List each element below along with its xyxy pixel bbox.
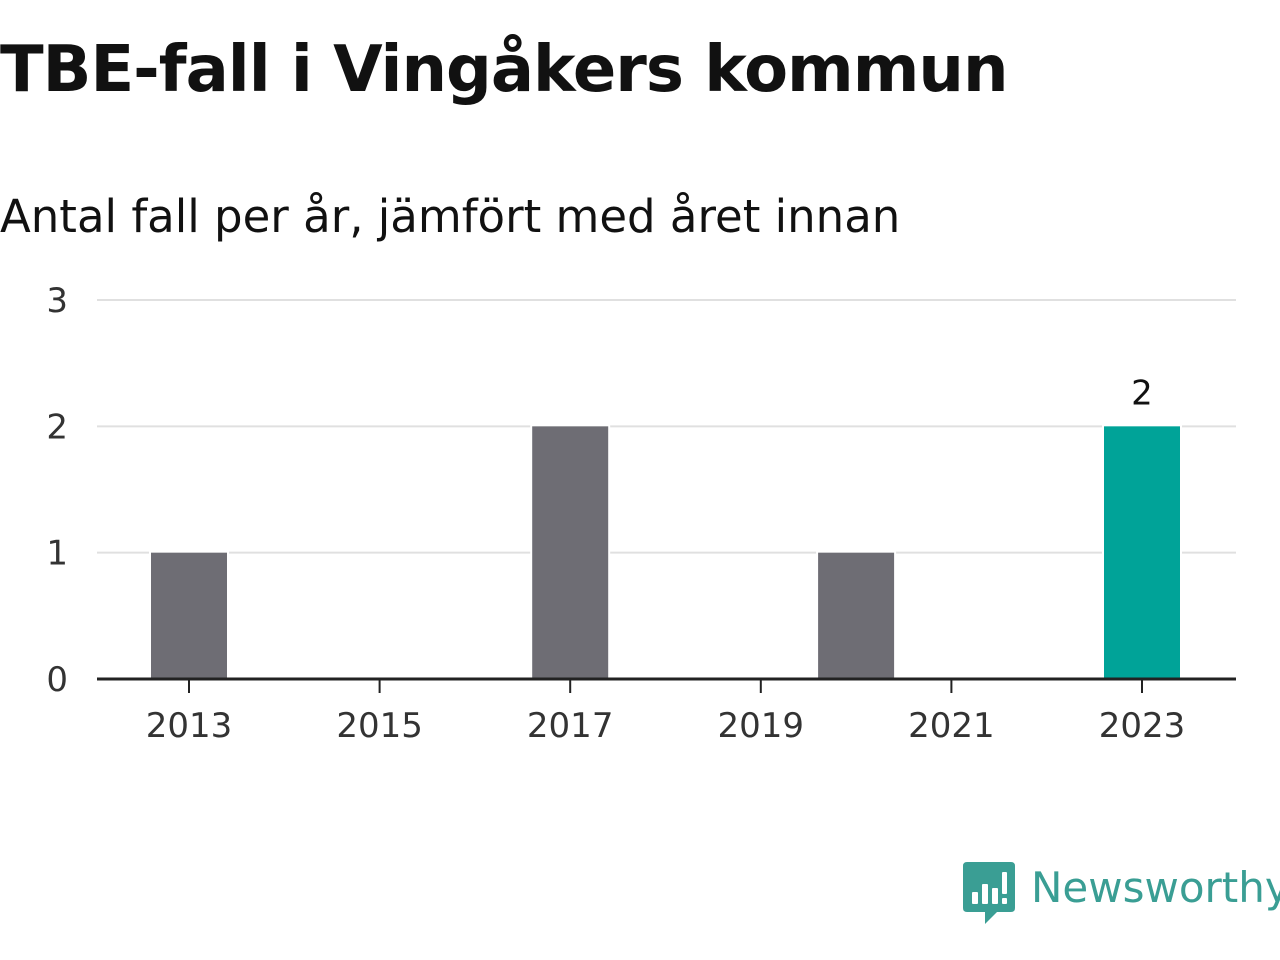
x-tick-label: 2021 [908,706,995,746]
x-tick-label: 2023 [1099,706,1186,746]
brand-logo: Newsworthy [963,862,1280,926]
x-tick-label: 2015 [336,706,423,746]
y-tick-label: 2 [46,407,68,447]
bar-2017 [530,424,611,682]
bar-2020 [816,550,897,682]
x-tick-label: 2017 [527,706,614,746]
y-tick-label: 0 [46,660,68,700]
y-tick-label: 1 [46,534,68,574]
brand-name: Newsworthy [1031,863,1280,912]
chart-subtitle: Antal fall per år, jämfört med året inna… [0,190,901,243]
x-axis [97,677,1236,693]
data-labels: 2 [1131,373,1153,413]
bar-chart: 0 1 2 3 2013 2015 2017 2019 2021 2023 2 [46,281,1236,746]
bar-2023 [1102,424,1182,682]
newsworthy-logo-icon [963,862,1015,924]
chart-title: TBE-fall i Vingåkers kommun [0,33,1009,107]
data-label-2023: 2 [1131,373,1153,413]
x-tick-label: 2013 [146,706,233,746]
y-axis-labels: 0 1 2 3 [46,281,68,700]
x-axis-labels: 2013 2015 2017 2019 2021 2023 [146,706,1186,746]
x-tick-label: 2019 [718,706,805,746]
gridlines [97,299,1236,554]
y-tick-label: 3 [46,281,68,321]
bar-2013 [149,550,229,682]
bars [149,424,1182,682]
